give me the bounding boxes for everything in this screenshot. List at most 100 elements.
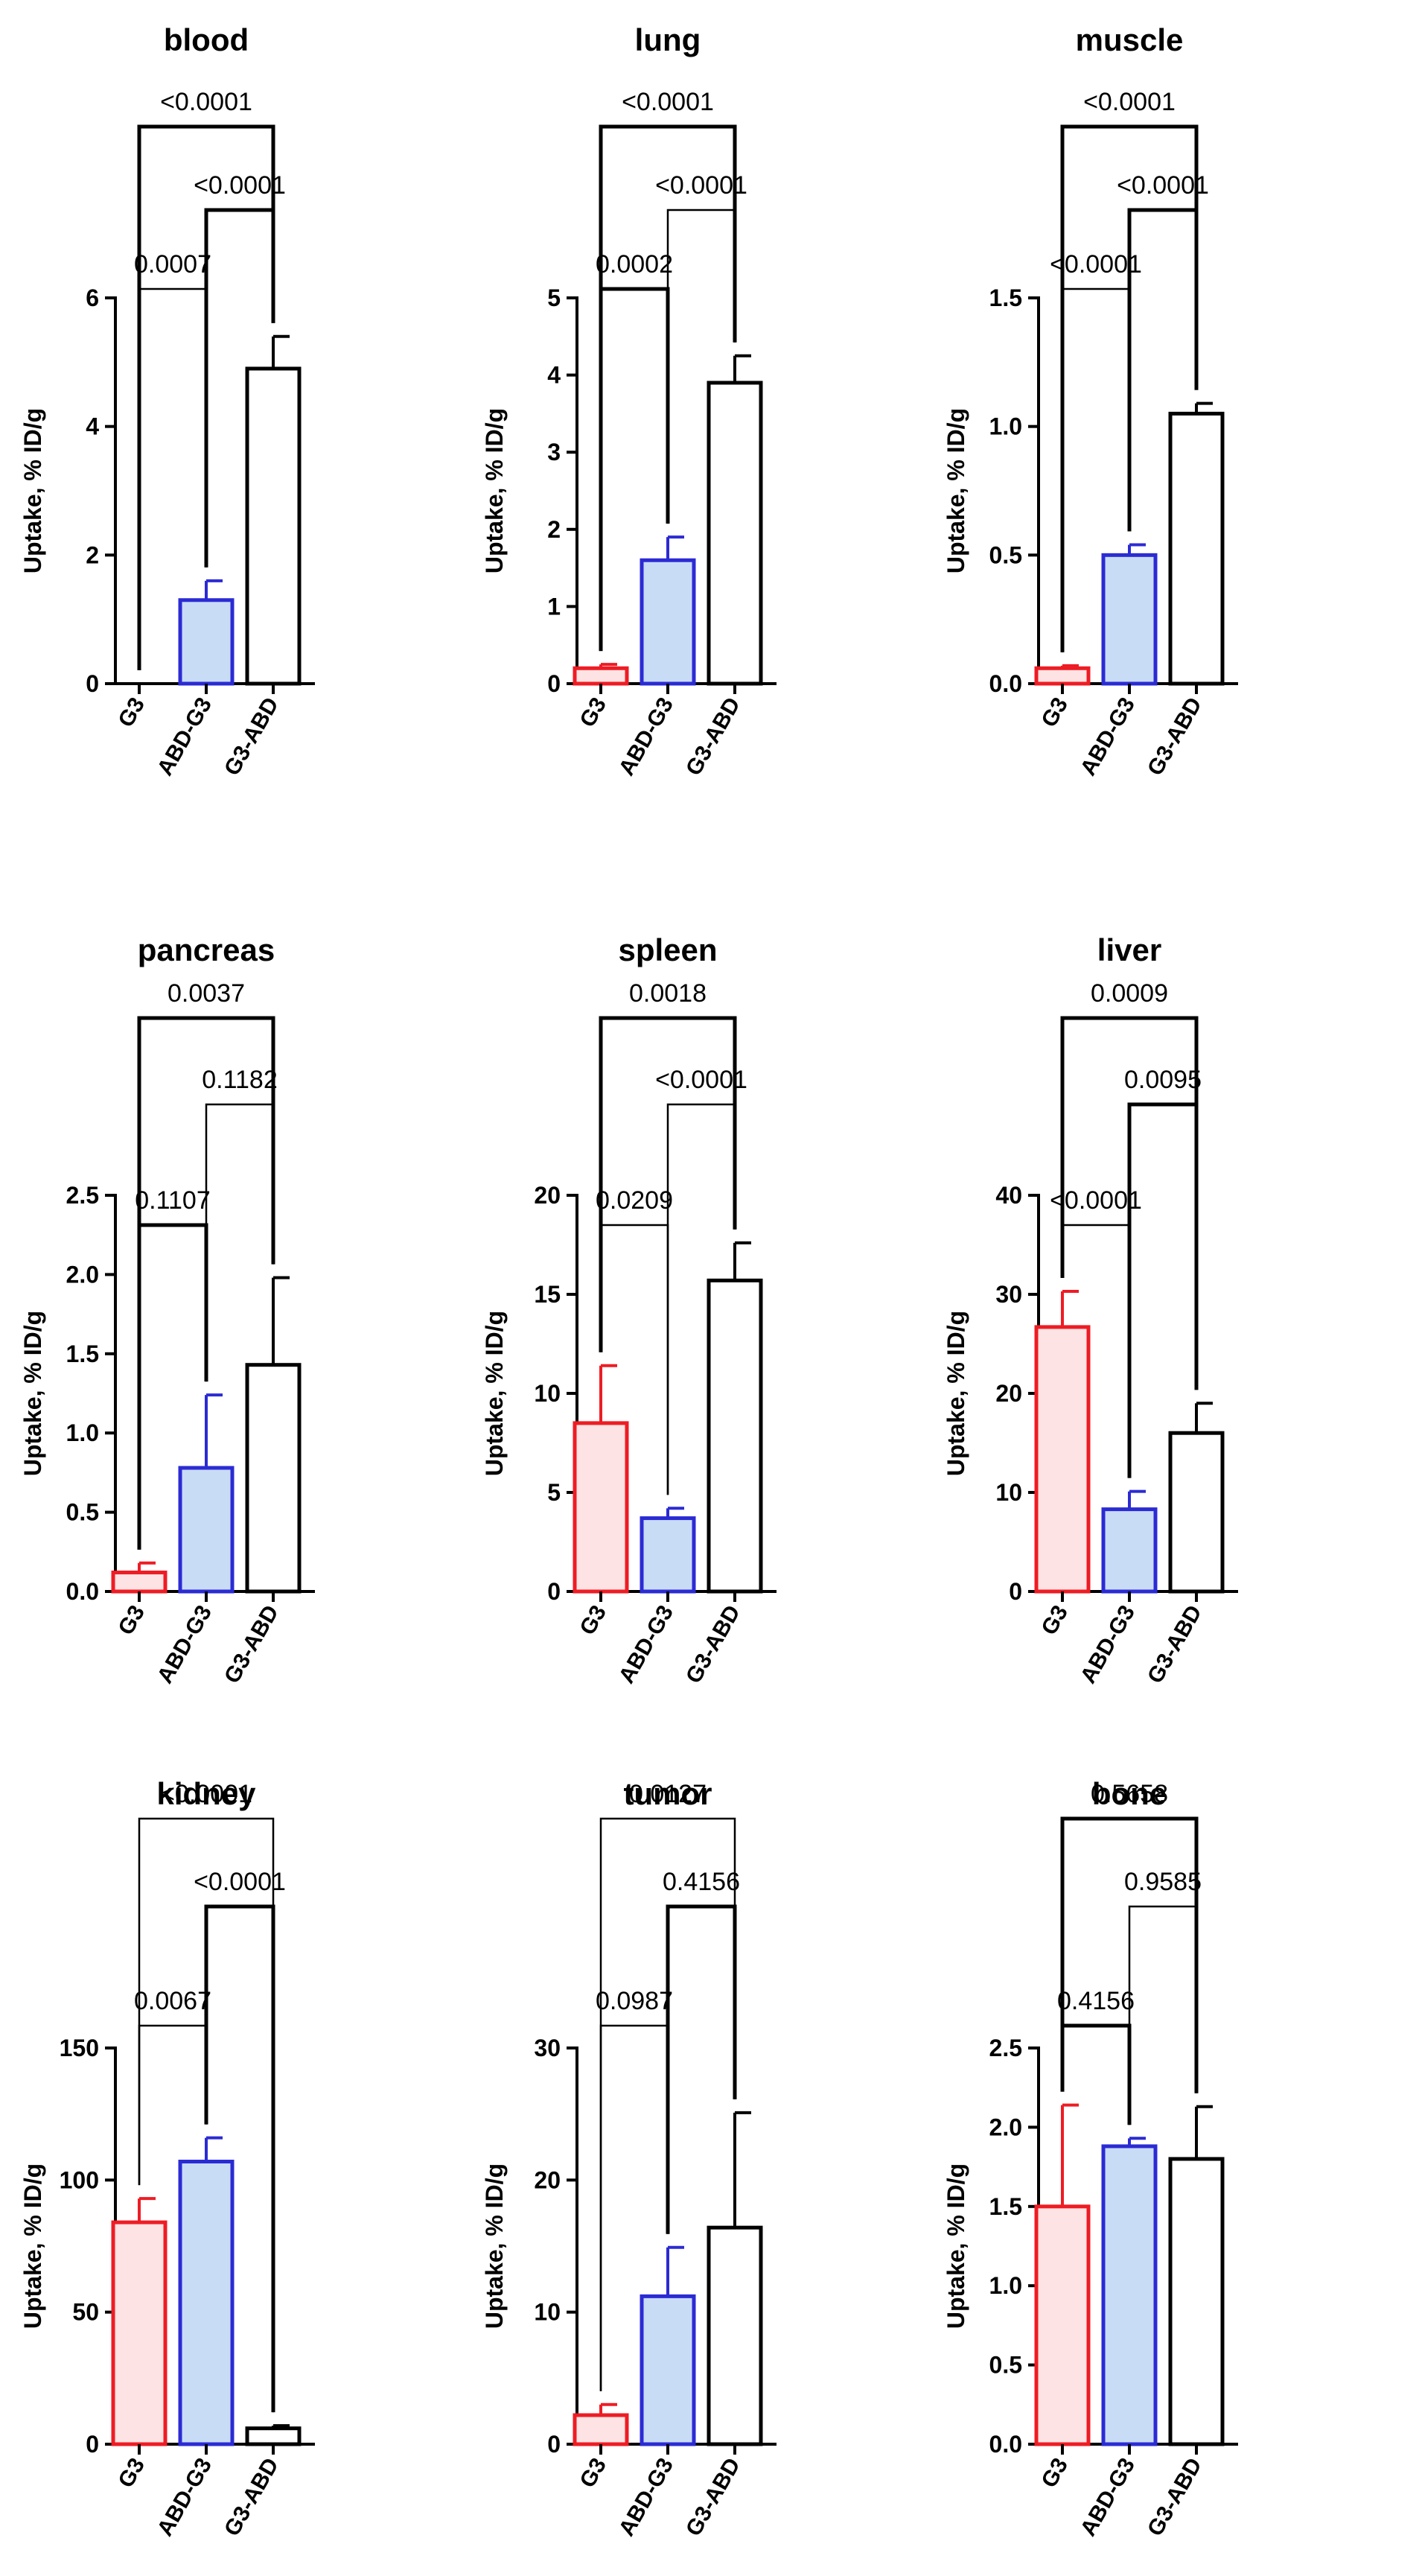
p-value-label: 0.0002 [596, 250, 673, 279]
significance-bracket [1060, 2023, 1132, 2125]
x-tick-label: G3 [1036, 2454, 1073, 2492]
y-tick-label: 4 [86, 413, 99, 440]
bar-G3-ABD [1168, 2157, 1225, 2446]
y-tick-label: 30 [534, 2035, 561, 2061]
chart-title: blood [164, 22, 249, 57]
chart-kidney: kidney 0 50 100 150 Uptake, % ID/g G3 ABD-G3 G3-… [19, 1776, 315, 2540]
y-tick-label: 150 [60, 2035, 99, 2061]
y-tick-label: 0.0 [66, 1578, 99, 1605]
chart-liver: liver 0 10 20 30 40 Uptake, % ID/g G3 ABD-G3 G3-A… [943, 932, 1238, 1688]
y-tick-label: 40 [995, 1182, 1022, 1209]
significance-bracket [599, 1817, 736, 2391]
y-tick-label: 0 [86, 2431, 99, 2458]
x-tick-label: ABD-G3 [614, 693, 678, 780]
significance-bracket [599, 124, 737, 652]
significance-bracket [137, 124, 275, 670]
bar-ABD-G3 [640, 2294, 696, 2446]
y-axis-label: Uptake, % ID/g [19, 408, 46, 573]
x-tick-label: ABD-G3 [614, 1601, 678, 1688]
p-value-label: <0.0001 [1117, 171, 1209, 200]
p-value-label: 0.4156 [663, 1868, 740, 1896]
p-value-label: <0.0001 [655, 171, 747, 200]
y-tick-label: 15 [534, 1281, 561, 1308]
p-value-label: 0.9585 [1124, 1868, 1202, 1896]
bar-ABD-G3 [1101, 1507, 1158, 1594]
y-tick-label: 1.5 [66, 1341, 99, 1367]
p-value-label: <0.0001 [1050, 1186, 1142, 1215]
significance-bracket [1060, 124, 1199, 652]
p-value-label: 0.0987 [596, 1987, 673, 2015]
bar-G3-ABD [1168, 1431, 1225, 1594]
y-tick-label: 50 [72, 2299, 99, 2326]
significance-bracket [599, 1016, 737, 1352]
y-tick-label: 2 [86, 541, 99, 568]
p-value-label: 0.0037 [168, 979, 245, 1008]
chart-title: kidney [156, 1776, 256, 1811]
y-tick-label: 6 [86, 284, 99, 311]
bar-G3-ABD [707, 2225, 763, 2446]
chart-title: lung [635, 22, 701, 57]
x-tick-label: G3-ABD [681, 2454, 745, 2540]
y-tick-label: 5 [547, 284, 561, 311]
y-tick-label: 10 [995, 1479, 1022, 1506]
bar-G3 [1034, 1325, 1091, 1594]
p-value-label: 0.0067 [134, 1987, 211, 2015]
p-value-label: 0.0127 [629, 1780, 707, 1808]
x-tick-label: G3 [113, 693, 150, 731]
chart-title: tumor [624, 1776, 712, 1811]
y-tick-label: 2.0 [66, 1261, 99, 1288]
x-tick-label: G3 [113, 1601, 150, 1639]
bar-G3 [573, 666, 629, 686]
p-value-label: <0.0001 [194, 171, 286, 200]
x-tick-label: G3-ABD [681, 1601, 745, 1688]
y-tick-label: 1.5 [989, 2193, 1022, 2220]
x-tick-label: G3-ABD [1143, 693, 1207, 780]
chart-spleen: spleen 0 5 10 15 20 Uptake, % ID/g G3 ABD-G3 G3-A… [481, 932, 777, 1688]
p-value-label: 0.0018 [629, 979, 707, 1008]
y-tick-label: 2 [547, 516, 561, 543]
bar-G3-ABD [707, 381, 763, 686]
significance-bracket [205, 1103, 275, 1382]
x-tick-label: ABD-G3 [1076, 1601, 1140, 1688]
p-value-label: 0.4156 [1057, 1987, 1135, 2015]
y-tick-label: 20 [534, 1182, 561, 1209]
significance-bracket [666, 1904, 737, 2234]
p-value-label: 0.0095 [1124, 1066, 1202, 1094]
y-tick-label: 0 [547, 1578, 561, 1605]
p-value-label: 0.1107 [135, 1186, 210, 1215]
y-tick-label: 0.5 [989, 541, 1022, 568]
bar-G3 [573, 2413, 629, 2446]
p-value-label: <0.0001 [160, 1780, 252, 1808]
y-tick-label: 5 [547, 1479, 561, 1506]
x-tick-label: ABD-G3 [153, 693, 217, 780]
x-tick-label: G3 [575, 1601, 611, 1639]
y-tick-label: 1.0 [66, 1419, 99, 1446]
y-tick-label: 1.0 [989, 2272, 1022, 2299]
bar-ABD-G3 [1101, 553, 1158, 686]
chart-lung: lung 0 1 2 3 4 5 Uptake, % ID/g G3 ABD-G3 G3-ABD 0.… [481, 22, 777, 780]
x-tick-label: G3 [575, 693, 611, 731]
y-tick-label: 100 [60, 2166, 99, 2193]
y-axis-label: Uptake, % ID/g [943, 1311, 969, 1476]
chart-title: muscle [1076, 22, 1184, 57]
chart-title: bone [1092, 1776, 1167, 1811]
bar-ABD-G3 [178, 1466, 235, 1594]
y-tick-label: 4 [547, 362, 561, 389]
bar-G3-ABD [707, 1278, 763, 1594]
x-tick-label: G3-ABD [220, 2454, 284, 2540]
bar-G3 [573, 1421, 629, 1594]
bar-G3 [111, 2220, 168, 2446]
p-value-label: 0.0007 [134, 250, 211, 279]
chart-title: pancreas [138, 932, 275, 967]
y-axis-label: Uptake, % ID/g [19, 1311, 46, 1476]
significance-bracket [1060, 1816, 1199, 2093]
chart-title: spleen [618, 932, 717, 967]
p-value-label: <0.0001 [194, 1868, 286, 1896]
p-value-label: <0.0001 [1050, 250, 1142, 279]
significance-bracket [1127, 1102, 1199, 1478]
bar-G3 [111, 1570, 168, 1594]
x-tick-label: G3 [1036, 1601, 1073, 1639]
y-tick-label: 0 [547, 2431, 561, 2458]
bar-G3-ABD [245, 2426, 302, 2446]
